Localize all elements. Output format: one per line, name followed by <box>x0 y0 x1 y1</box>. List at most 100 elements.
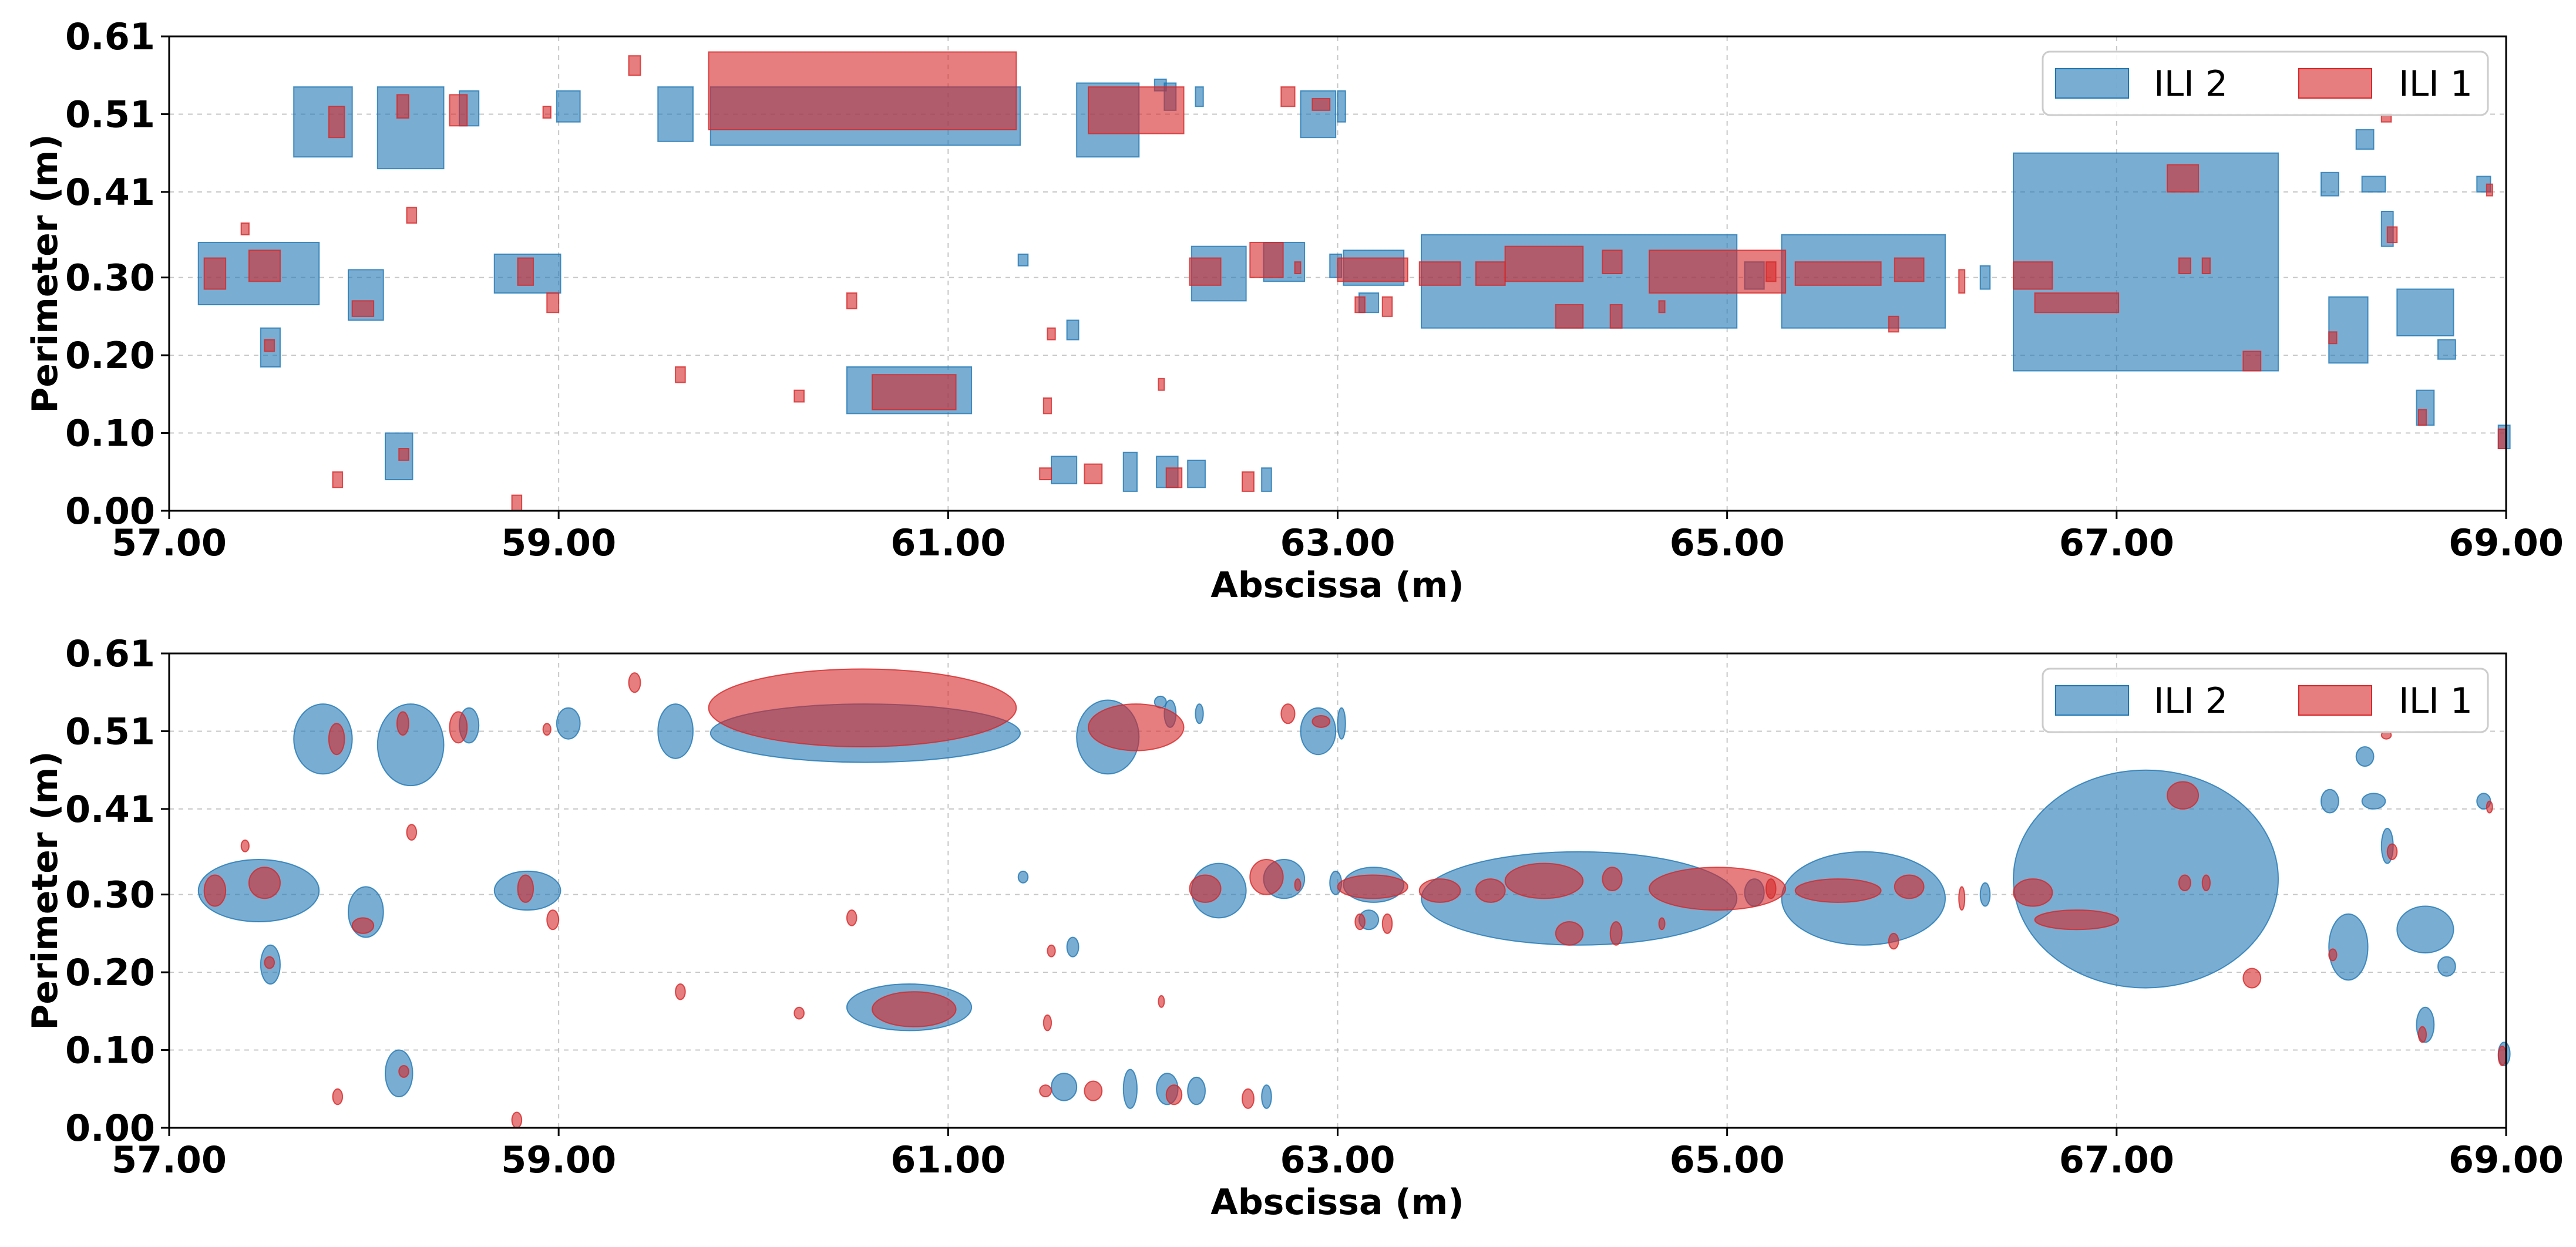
defect-ili1 <box>1249 242 1284 278</box>
defect-ili1 <box>2242 350 2262 372</box>
defect-ili1 <box>1649 867 1787 911</box>
defect-ili1 <box>240 839 250 852</box>
defect-ili1 <box>1658 300 1666 314</box>
defect-ili1 <box>449 711 468 744</box>
defect-ili2 <box>1300 707 1337 756</box>
y-tick-label: 0.41 <box>65 171 155 214</box>
defect-ili2 <box>2437 956 2456 977</box>
legend-swatch-ili1 <box>2298 68 2372 99</box>
defect-ili1 <box>332 1088 344 1106</box>
defect-ili2 <box>556 707 581 740</box>
defect-ili1 <box>1039 1084 1052 1098</box>
defect-ili2 <box>2355 746 2375 767</box>
defect-ili1 <box>628 55 641 76</box>
defect-marks <box>197 51 2511 511</box>
defect-ili1 <box>1894 257 1925 282</box>
x-tick-label: 65.00 <box>1670 521 1785 564</box>
defect-ili1 <box>1794 878 1882 903</box>
defect-ili2 <box>2396 905 2454 953</box>
defect-ili2 <box>1337 90 1346 123</box>
defect-ili1 <box>2486 800 2493 814</box>
defect-ili1 <box>511 1111 523 1129</box>
defect-ili1 <box>396 711 409 736</box>
defect-ili2 <box>2355 129 2375 150</box>
legend-label-ili1: ILI 1 <box>2399 63 2473 105</box>
defect-ili1 <box>1311 97 1331 111</box>
defect-ili1 <box>1165 1084 1183 1106</box>
defect-ili1 <box>546 909 560 931</box>
defect-ili2 <box>1195 86 1204 107</box>
axis-ticks: 57.00 59.00 61.00 63.00 65.00 67.00 69.00 0.00 0… <box>65 632 2564 1181</box>
y-tick-label: 0.30 <box>65 874 155 916</box>
legend-box <box>2042 668 2489 733</box>
defect-ili1 <box>846 292 857 309</box>
defect-ili1 <box>1189 257 1222 286</box>
defect-ili1 <box>1337 874 1408 899</box>
defect-ili1 <box>1381 296 1393 317</box>
defect-ili2 <box>2361 176 2386 193</box>
defect-ili1 <box>1658 917 1666 931</box>
legend: ILI 2 ILI 1 <box>2042 668 2489 733</box>
x-tick-label: 69.00 <box>2449 521 2564 564</box>
defect-ili2 <box>1195 703 1204 724</box>
defect-ili1 <box>1602 867 1623 891</box>
defect-ili1 <box>1888 932 1899 950</box>
defect-ili2 <box>1979 265 1991 290</box>
defect-ili1 <box>1242 471 1255 492</box>
defect-ili1 <box>2242 968 2262 989</box>
defect-ili1 <box>675 983 686 1000</box>
defect-ili1 <box>264 339 275 352</box>
defect-ili1 <box>2328 331 2338 345</box>
defect-ili2 <box>1051 456 1078 484</box>
defect-ili1 <box>1475 878 1506 903</box>
defect-ili1 <box>708 51 1017 130</box>
defect-ili1 <box>2167 164 2200 193</box>
defect-ili1 <box>1765 878 1777 899</box>
defect-ili1 <box>203 257 227 290</box>
defect-ili1 <box>872 991 957 1027</box>
defect-ili2 <box>2328 296 2369 364</box>
defect-ili1 <box>1158 995 1165 1008</box>
defect-ili1 <box>2013 261 2053 290</box>
x-tick-label: 57.00 <box>112 1138 227 1181</box>
defect-ili1 <box>708 668 1017 747</box>
defect-ili2 <box>376 703 445 787</box>
y-tick-label: 0.10 <box>65 412 155 455</box>
defect-ili1 <box>2386 843 2398 861</box>
defect-ili1 <box>2417 1026 2427 1043</box>
x-tick-label: 63.00 <box>1280 521 1395 564</box>
defect-ili1 <box>1280 703 1296 724</box>
defect-ili2 <box>657 703 694 759</box>
defect-ili1 <box>2178 257 2191 275</box>
defect-ili2 <box>1187 459 1206 488</box>
defect-ili1 <box>517 874 534 903</box>
defect-ili1 <box>2417 409 2427 426</box>
defect-ili1 <box>248 867 281 899</box>
defect-ili1 <box>517 257 534 286</box>
defect-ili1 <box>628 672 641 693</box>
defect-ili1 <box>396 94 409 119</box>
defect-ili1 <box>1311 715 1331 728</box>
defect-ili1 <box>351 300 375 317</box>
y-tick-label: 0.20 <box>65 334 155 377</box>
defect-ili1 <box>1084 1080 1103 1101</box>
defect-ili2 <box>1187 1076 1206 1106</box>
defect-ili1 <box>1894 874 1925 899</box>
defect-ili1 <box>1475 261 1506 286</box>
y-tick-label: 0.10 <box>65 1029 155 1072</box>
defect-ili1 <box>1294 878 1302 891</box>
defect-ili1 <box>1242 1088 1255 1109</box>
defect-ili1 <box>1337 257 1408 282</box>
x-tick-label: 61.00 <box>890 1138 1005 1181</box>
x-tick-label: 65.00 <box>1670 1138 1785 1181</box>
x-tick-label: 69.00 <box>2449 1138 2564 1181</box>
rectangle-panel: 57.00 59.00 61.00 63.00 65.00 67.00 69.00 0.00 0… <box>25 15 2564 606</box>
defect-ili1 <box>2034 909 2120 931</box>
defect-ili2 <box>2328 913 2369 981</box>
defect-ili1 <box>328 106 345 139</box>
x-tick-label: 61.00 <box>890 521 1005 564</box>
defect-ili2 <box>1051 1073 1078 1101</box>
defect-ili2 <box>293 703 353 775</box>
defect-ili1 <box>1088 86 1185 134</box>
